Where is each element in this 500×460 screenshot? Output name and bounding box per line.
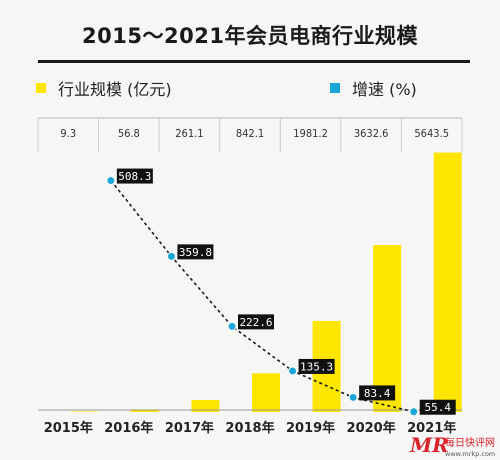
growth-label-box-0 — [116, 168, 153, 184]
title-rule — [38, 60, 470, 63]
watermark-url: www.mrkp.com — [445, 450, 495, 458]
watermark-logo-mark: MR — [409, 433, 449, 457]
bar-2 — [191, 399, 220, 412]
chart-title: 2015～2021年会员电商行业规模 — [82, 24, 418, 48]
growth-point-5 — [409, 407, 419, 417]
legend-label-scale: 行业规模 (亿元) — [58, 80, 172, 99]
growth-label-box-2 — [238, 314, 274, 330]
legend-item-growth: 增速 (%) — [330, 76, 417, 100]
growth-label-box-4 — [359, 385, 396, 401]
bar-value-label-4: 1981.2 — [293, 127, 328, 140]
x-tick-label-1: 2016年 — [104, 420, 153, 436]
legend-swatch-growth — [330, 83, 340, 93]
growth-value-label-5: 55.4 — [424, 401, 451, 414]
bar-value-label-0: 9.3 — [60, 127, 76, 140]
growth-value-label-1: 359.8 — [179, 246, 212, 259]
growth-line — [110, 180, 414, 413]
legend-item-scale: 行业规模 (亿元) — [36, 76, 172, 100]
bar-value-label-3: 842.1 — [236, 127, 264, 140]
growth-value-label-0: 508.3 — [118, 170, 151, 183]
legend-swatch-scale — [36, 83, 46, 93]
growth-value-label-2: 222.6 — [239, 316, 272, 329]
bar-1 — [130, 409, 159, 412]
watermark-name: 每日快评网 — [445, 436, 495, 449]
growth-value-label-3: 135.3 — [300, 360, 333, 373]
x-tick-label-6: 2021年 — [407, 420, 456, 436]
bar-6 — [433, 152, 462, 412]
bar-5 — [373, 245, 402, 412]
bar-value-label-6: 5643.5 — [414, 127, 449, 140]
growth-point-0 — [106, 176, 116, 186]
bar-3 — [252, 373, 280, 412]
x-tick-label-3: 2018年 — [225, 420, 274, 436]
x-tick-label-4: 2019年 — [286, 420, 335, 436]
growth-point-3 — [288, 366, 298, 376]
growth-label-box-5 — [419, 399, 456, 415]
growth-value-label-4: 83.4 — [364, 387, 391, 400]
x-tick-label-2: 2017年 — [165, 420, 214, 436]
x-tick-label-5: 2020年 — [347, 420, 396, 436]
growth-point-1 — [166, 251, 176, 261]
growth-point-4 — [348, 392, 358, 402]
bar-value-label-1: 56.8 — [118, 127, 140, 140]
legend-label-growth: 增速 (%) — [352, 80, 417, 99]
bar-value-label-2: 261.1 — [175, 127, 203, 140]
x-tick-label-0: 2015年 — [44, 420, 93, 436]
growth-point-2 — [227, 321, 237, 331]
growth-label-box-3 — [298, 358, 335, 374]
growth-label-box-1 — [177, 244, 214, 260]
bar-value-label-5: 3632.6 — [354, 127, 389, 140]
